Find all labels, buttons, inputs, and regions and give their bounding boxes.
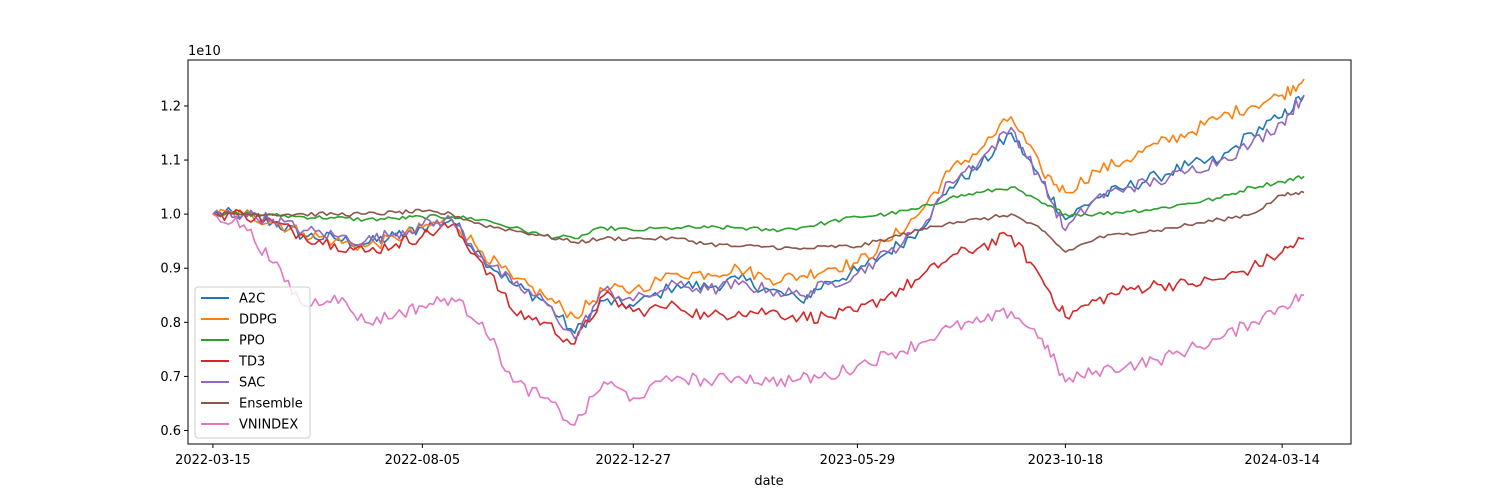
x-axis: 2022-03-15 2022-08-05 2022-12-27 2023-05-29…	[175, 444, 1320, 468]
y-tick-label: 1.1	[160, 154, 181, 169]
legend-label-vnindex: VNINDEX	[239, 418, 298, 433]
y-tick-label: 0.6	[160, 424, 181, 439]
legend-box	[194, 286, 311, 439]
y-axis-offset-label: 1e10	[188, 44, 221, 59]
x-tick-label: 2022-08-05	[385, 453, 461, 468]
x-tick-label: 2022-03-15	[175, 453, 251, 468]
x-axis-label: date	[754, 474, 783, 489]
series-line-ppo	[212, 175, 1305, 240]
legend-label-sac: SAC	[239, 376, 265, 391]
legend-label-a2c: A2C	[239, 292, 265, 307]
legend-label-ddpg: DDPG	[239, 313, 277, 328]
series-layer	[212, 78, 1305, 426]
series-line-ddpg	[212, 78, 1305, 320]
y-tick-label: 0.8	[160, 316, 181, 331]
y-tick-label: 1.2	[160, 99, 181, 114]
legend-label-ppo: PPO	[239, 334, 265, 349]
x-tick-label: 2024-03-14	[1244, 453, 1320, 468]
series-line-ensemble	[212, 190, 1305, 253]
x-tick-label: 2023-05-29	[820, 453, 896, 468]
legend-label-td3: TD3	[238, 355, 265, 370]
x-tick-label: 2022-12-27	[595, 453, 671, 468]
series-line-td3	[212, 208, 1305, 345]
x-tick-label: 2023-10-18	[1028, 453, 1104, 468]
series-line-vnindex	[212, 213, 1305, 426]
y-tick-label: 1.0	[160, 208, 181, 223]
legend-label-ensemble: Ensemble	[239, 397, 303, 412]
plot-area-frame	[187, 59, 1352, 445]
series-line-sac	[212, 94, 1305, 340]
y-axis: 0.6 0.7 0.8 0.9 1.0 1.1 1.2	[160, 99, 188, 439]
y-tick-label: 0.7	[160, 370, 181, 385]
y-tick-label: 0.9	[160, 262, 181, 277]
legend: A2C DDPG PPO TD3 SAC Ensemble VNINDEX	[194, 286, 311, 439]
